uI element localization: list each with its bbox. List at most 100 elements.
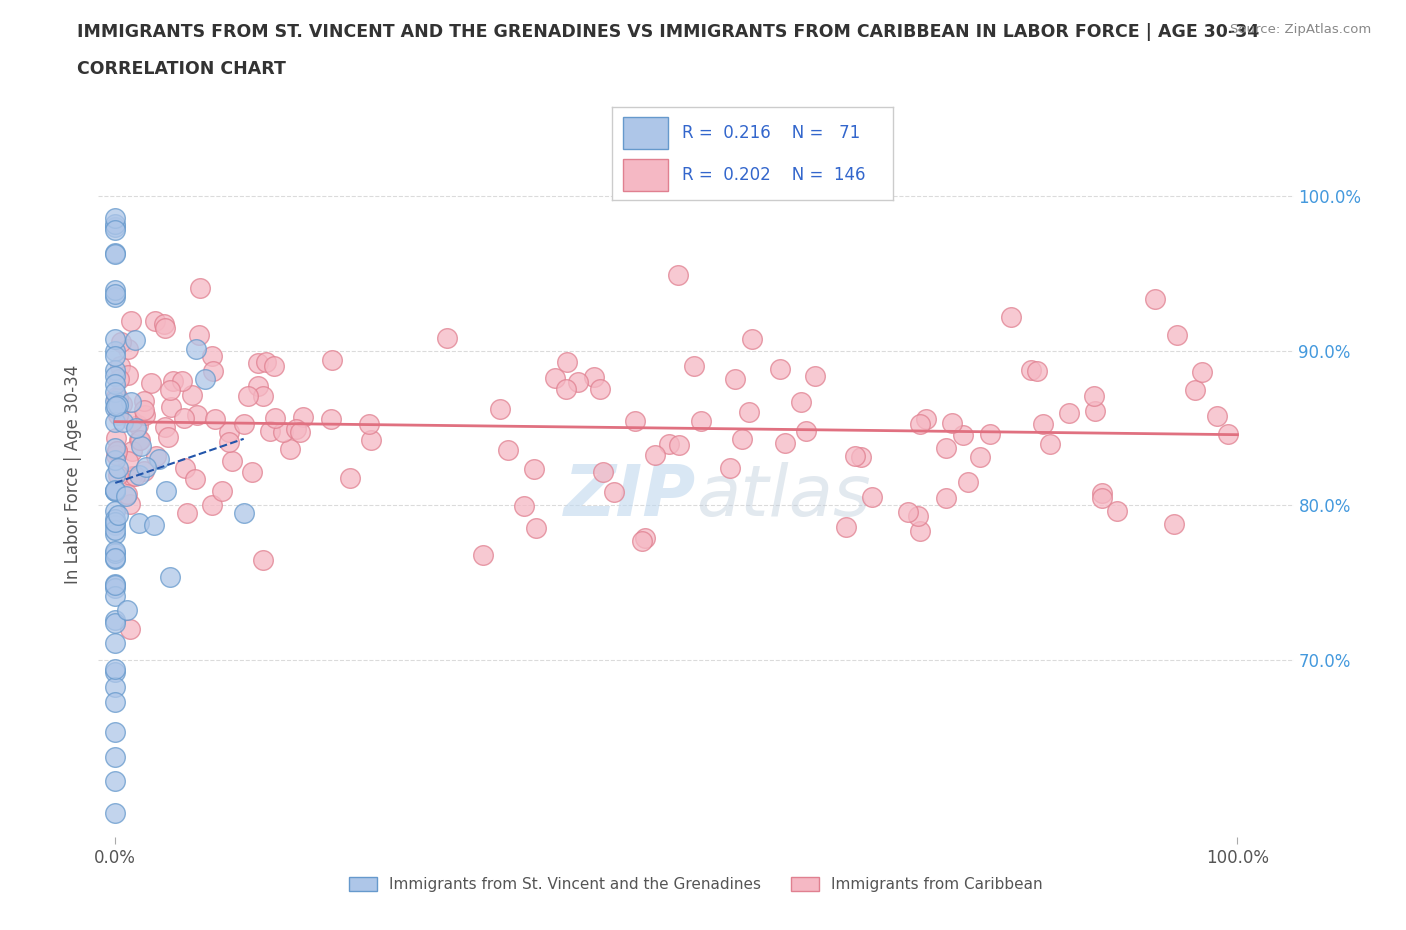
Point <box>104 551 127 565</box>
Point <box>162 374 184 389</box>
Point <box>173 410 195 425</box>
Point <box>769 361 792 376</box>
Point <box>284 421 307 436</box>
Point <box>1184 382 1206 397</box>
Point <box>181 387 204 402</box>
Point <box>204 412 226 427</box>
Point <box>104 211 127 226</box>
Point <box>247 379 270 393</box>
Point <box>104 515 127 530</box>
Point <box>908 524 931 538</box>
Point <box>1166 327 1188 342</box>
Point <box>159 382 181 397</box>
Point <box>104 363 127 378</box>
Point <box>104 431 127 445</box>
Point <box>623 414 645 429</box>
Point <box>690 414 713 429</box>
Point <box>254 354 277 369</box>
Point <box>134 403 156 418</box>
Point <box>252 553 274 568</box>
Text: Source: ZipAtlas.com: Source: ZipAtlas.com <box>1230 23 1371 36</box>
Point <box>128 468 150 483</box>
Point <box>118 621 141 636</box>
Point <box>104 415 127 430</box>
Point <box>153 316 176 331</box>
Point <box>104 246 127 261</box>
Text: R =  0.202    N =  146: R = 0.202 N = 146 <box>682 166 866 184</box>
Point <box>184 472 207 487</box>
Point <box>108 372 131 387</box>
Point <box>436 330 458 345</box>
Point <box>148 452 170 467</box>
Point <box>583 369 606 384</box>
Point <box>118 497 141 512</box>
Point <box>104 543 127 558</box>
Point <box>496 443 519 458</box>
Point <box>1205 408 1227 423</box>
Point <box>104 393 127 408</box>
Point <box>357 417 380 432</box>
Point <box>634 531 657 546</box>
Point <box>290 424 312 439</box>
Point <box>159 570 181 585</box>
Point <box>132 393 155 408</box>
Point <box>1084 404 1107 418</box>
Point <box>1144 291 1167 306</box>
Point <box>236 389 259 404</box>
Point <box>1163 516 1185 531</box>
Point <box>104 483 127 498</box>
Point <box>668 438 690 453</box>
Point <box>124 468 146 483</box>
Point <box>104 287 127 302</box>
Point <box>741 331 763 346</box>
Point <box>104 343 127 358</box>
Point <box>835 519 858 534</box>
Point <box>135 459 157 474</box>
Point <box>1019 363 1042 378</box>
Point <box>1191 365 1213 379</box>
Point <box>738 405 761 419</box>
Point <box>232 506 254 521</box>
Point <box>104 283 127 298</box>
Point <box>104 523 127 538</box>
Point <box>592 465 614 480</box>
Point <box>114 489 136 504</box>
Point <box>218 424 240 439</box>
Point <box>104 385 127 400</box>
Point <box>107 508 129 523</box>
Point <box>104 441 127 456</box>
Point <box>666 268 689 283</box>
Point <box>849 450 872 465</box>
Point <box>555 354 578 369</box>
Point <box>844 449 866 464</box>
Text: CORRELATION CHART: CORRELATION CHART <box>77 60 287 78</box>
Point <box>105 444 128 458</box>
Point <box>952 428 974 443</box>
Point <box>155 484 177 498</box>
Point <box>489 402 512 417</box>
Point <box>908 417 931 432</box>
Point <box>170 373 193 388</box>
Point <box>104 453 127 468</box>
Point <box>186 407 208 422</box>
Point <box>104 484 127 498</box>
Point <box>232 417 254 432</box>
Point <box>263 411 285 426</box>
Point <box>472 548 495 563</box>
Point <box>915 412 938 427</box>
Point <box>104 219 127 234</box>
Point <box>120 394 142 409</box>
Point <box>155 321 177 336</box>
Point <box>107 407 129 422</box>
Point <box>271 425 294 440</box>
Point <box>360 432 382 447</box>
Point <box>319 412 342 427</box>
Point <box>588 381 610 396</box>
Point <box>524 520 547 535</box>
Point <box>104 518 127 533</box>
Point <box>941 416 963 431</box>
Point <box>104 613 127 628</box>
Point <box>110 335 132 350</box>
Point <box>1107 503 1129 518</box>
Point <box>935 490 957 505</box>
